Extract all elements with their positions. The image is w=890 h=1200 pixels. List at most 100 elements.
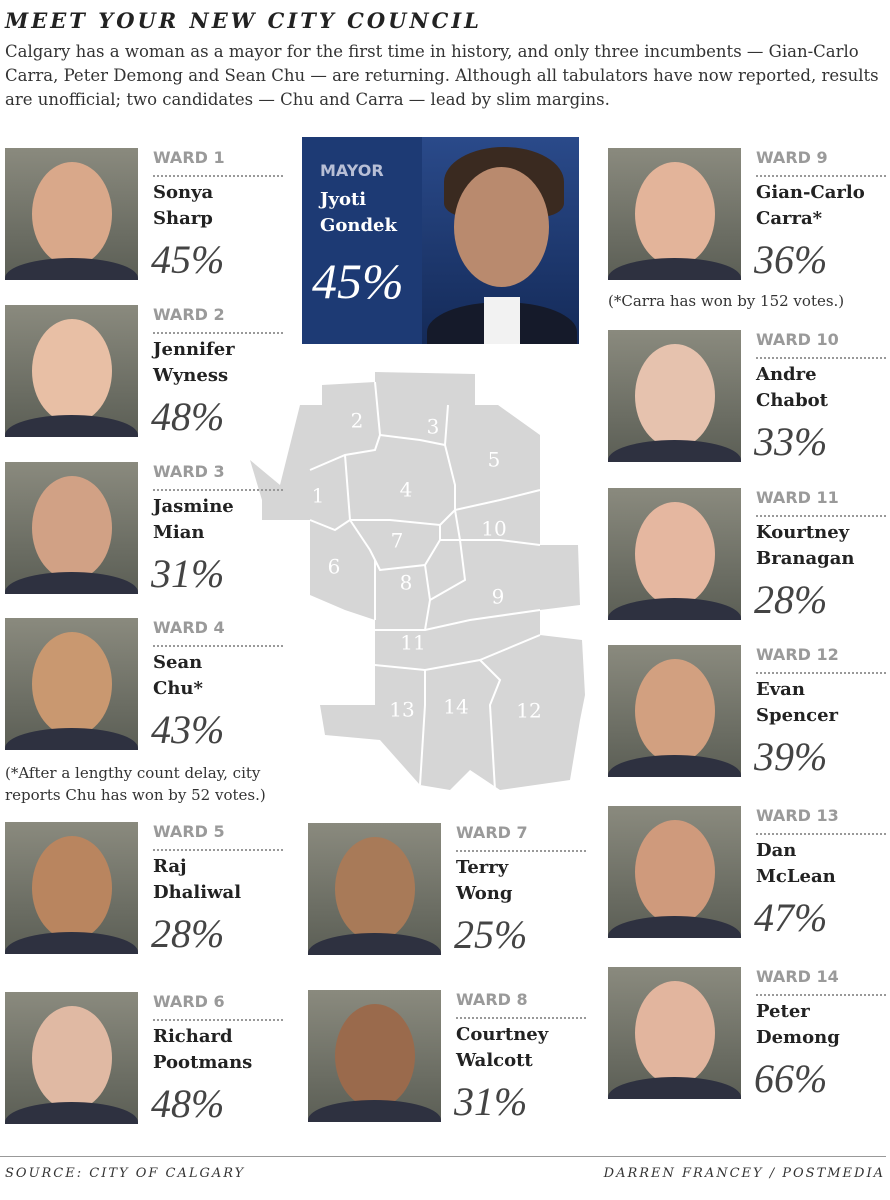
map-label: 1: [312, 484, 325, 508]
candidate-percent: 45%: [151, 237, 225, 282]
shoulders: [308, 1100, 441, 1122]
shoulders: [5, 572, 138, 594]
shoulders: [608, 440, 741, 462]
candidate-name: Sharp: [153, 208, 213, 229]
map-label: 9: [492, 585, 505, 609]
face: [635, 659, 715, 763]
candidate-photo: [608, 148, 741, 280]
candidate-photo: [608, 330, 741, 462]
candidate-photo: [5, 822, 138, 954]
candidate-name: Demong: [756, 1027, 840, 1048]
candidate-name: Pootmans: [153, 1052, 253, 1073]
candidate-name: Dan: [756, 840, 797, 861]
candidate-name: Chu*: [153, 678, 203, 699]
mayor-panel: MAYOR Jyoti Gondek 45%: [302, 137, 579, 344]
map-label: 5: [488, 448, 501, 472]
ward-label: WARD 7: [456, 823, 528, 842]
dotted-rule: [153, 1019, 283, 1021]
ward-label: WARD 4: [153, 618, 225, 637]
dotted-rule: [756, 672, 886, 674]
dotted-rule: [456, 1017, 586, 1019]
candidate-photo: [608, 645, 741, 777]
dotted-rule: [153, 645, 283, 647]
ward-boundaries: [309, 381, 541, 791]
candidate-name: Jasmine: [153, 496, 234, 517]
candidate-name: Dhaliwal: [153, 882, 242, 903]
face: [335, 837, 415, 941]
face: [32, 476, 112, 580]
mayor-name: Jyoti Gondek: [320, 187, 397, 239]
candidate-name: Wong: [456, 883, 513, 904]
ward-label: WARD 2: [153, 305, 225, 324]
ward-label: WARD 10: [756, 330, 839, 349]
candidate-percent: 48%: [151, 394, 225, 439]
credit: DARREN FRANCEY / POSTMEDIA: [603, 1166, 885, 1181]
candidate-name: Carra*: [756, 208, 823, 229]
shoulders: [608, 258, 741, 280]
dotted-rule: [756, 175, 886, 177]
candidate-name: McLean: [756, 866, 836, 887]
face: [32, 1006, 112, 1110]
map-label: 3: [427, 415, 440, 439]
ward-label: WARD 1: [153, 148, 225, 167]
map-label: 13: [389, 698, 414, 722]
candidate-name: Jennifer: [153, 339, 235, 360]
candidate-percent: 48%: [151, 1081, 225, 1126]
face: [635, 344, 715, 448]
candidate-photo: [5, 618, 138, 750]
shoulders: [5, 258, 138, 280]
shoulders: [608, 755, 741, 777]
face: [635, 820, 715, 924]
candidate-name: Gian-Carlo: [756, 182, 865, 203]
candidate-photo: [5, 992, 138, 1124]
candidate-name: Andre: [756, 364, 817, 385]
candidate-percent: 25%: [454, 912, 528, 957]
ward-label: WARD 5: [153, 822, 225, 841]
candidate-percent: 36%: [754, 237, 828, 282]
dotted-rule: [756, 515, 886, 517]
candidate-name: Evan: [756, 679, 805, 700]
candidate-percent: 28%: [151, 911, 225, 956]
candidate-name: Sonya: [153, 182, 214, 203]
name-line: Jyoti: [320, 189, 367, 210]
mayor-percent: 45%: [312, 253, 404, 309]
face: [635, 502, 715, 606]
candidate-percent: 39%: [754, 734, 828, 779]
face: [635, 981, 715, 1085]
candidate-name: Kourtney: [756, 522, 850, 543]
dotted-rule: [756, 994, 886, 996]
candidate-name: Spencer: [756, 705, 839, 726]
footer-rule: [0, 1156, 886, 1157]
face: [635, 162, 715, 266]
map-label: 10: [481, 517, 506, 541]
shoulders: [608, 916, 741, 938]
face: [32, 632, 112, 736]
map-label: 12: [516, 699, 541, 723]
candidate-photo: [308, 823, 441, 955]
map-area: [250, 372, 585, 790]
candidate-percent: 43%: [151, 707, 225, 752]
map-label: 4: [400, 478, 413, 502]
candidate-percent: 33%: [754, 419, 828, 464]
name-line: Gondek: [320, 215, 397, 236]
candidate-photo: [5, 148, 138, 280]
candidate-name: Courtney: [456, 1024, 549, 1045]
candidate-percent: 47%: [754, 895, 828, 940]
shoulders: [308, 933, 441, 955]
shoulders: [5, 932, 138, 954]
candidate-percent: 66%: [754, 1056, 828, 1101]
candidate-photo: [608, 967, 741, 1099]
map-label: 11: [400, 631, 425, 655]
candidate-name: Terry: [456, 857, 509, 878]
dotted-rule: [153, 489, 283, 491]
dotted-rule: [756, 357, 886, 359]
candidate-name: Branagan: [756, 548, 855, 569]
dotted-rule: [153, 175, 283, 177]
map-label: 6: [328, 555, 341, 579]
ward-label: WARD 3: [153, 462, 225, 481]
ward-label: WARD 11: [756, 488, 839, 507]
note: (*After a lengthy count delay, city repo…: [5, 764, 266, 804]
candidate-name: Peter: [756, 1001, 810, 1022]
